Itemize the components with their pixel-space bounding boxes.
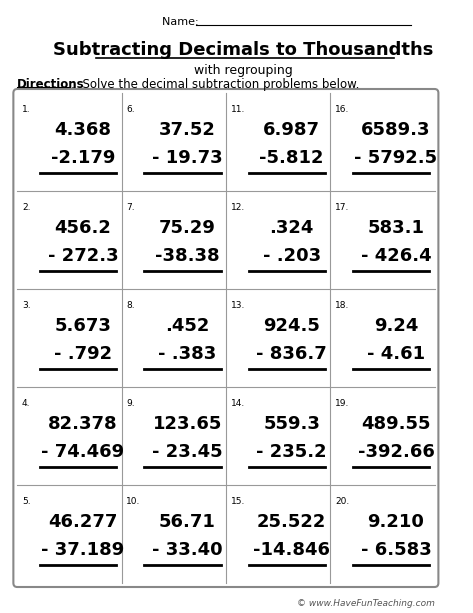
Text: 6589.3: 6589.3 (361, 121, 431, 139)
Text: -38.38: -38.38 (155, 247, 219, 265)
Text: - 426.4: - 426.4 (360, 247, 431, 265)
Text: 5.673: 5.673 (54, 317, 111, 335)
Text: 1.: 1. (22, 105, 31, 114)
Text: 16.: 16. (335, 105, 350, 114)
Text: -14.846: -14.846 (253, 541, 330, 559)
Text: 18.: 18. (335, 301, 350, 310)
Text: 19.: 19. (335, 399, 350, 408)
Text: 15.: 15. (231, 497, 245, 506)
Text: - .792: - .792 (54, 345, 112, 363)
Text: 46.277: 46.277 (48, 513, 118, 531)
FancyBboxPatch shape (13, 89, 438, 587)
Text: 17.: 17. (335, 203, 350, 212)
Text: - 6.583: - 6.583 (360, 541, 431, 559)
Text: -5.812: -5.812 (259, 149, 324, 167)
Text: - 37.189: - 37.189 (41, 541, 124, 559)
Text: - .203: - .203 (263, 247, 321, 265)
Text: -392.66: -392.66 (358, 443, 434, 461)
Text: © www.HaveFunTeaching.com: © www.HaveFunTeaching.com (297, 598, 435, 607)
Text: - 836.7: - 836.7 (256, 345, 327, 363)
Text: 20.: 20. (335, 497, 349, 506)
Text: - 4.61: - 4.61 (367, 345, 425, 363)
Text: 123.65: 123.65 (153, 415, 222, 433)
Text: 456.2: 456.2 (54, 219, 111, 237)
Text: - 235.2: - 235.2 (256, 443, 327, 461)
Text: - 272.3: - 272.3 (48, 247, 118, 265)
Text: 9.24: 9.24 (374, 317, 418, 335)
Text: 13.: 13. (231, 301, 245, 310)
Text: Directions: Directions (17, 77, 85, 91)
Text: 7.: 7. (126, 203, 135, 212)
Text: 11.: 11. (231, 105, 245, 114)
Text: - 19.73: - 19.73 (152, 149, 223, 167)
Text: 4.: 4. (22, 399, 30, 408)
Text: with regrouping: with regrouping (194, 64, 293, 77)
Text: - .383: - .383 (158, 345, 217, 363)
Text: 559.3: 559.3 (263, 415, 320, 433)
Text: 924.5: 924.5 (263, 317, 320, 335)
Text: 9.210: 9.210 (368, 513, 424, 531)
Text: 6.: 6. (126, 105, 135, 114)
Text: 10.: 10. (126, 497, 140, 506)
Text: -2.179: -2.179 (51, 149, 115, 167)
Text: 75.29: 75.29 (159, 219, 216, 237)
Text: - 33.40: - 33.40 (152, 541, 223, 559)
Text: 56.71: 56.71 (159, 513, 216, 531)
Text: 2.: 2. (22, 203, 30, 212)
Text: 8.: 8. (126, 301, 135, 310)
Text: 6.987: 6.987 (263, 121, 320, 139)
Text: 5.: 5. (22, 497, 31, 506)
Text: 14.: 14. (231, 399, 245, 408)
Text: .324: .324 (270, 219, 314, 237)
Text: 82.378: 82.378 (48, 415, 118, 433)
Text: .452: .452 (165, 317, 210, 335)
Text: Name:: Name: (162, 17, 202, 27)
Text: - 74.469: - 74.469 (41, 443, 124, 461)
Text: 37.52: 37.52 (159, 121, 216, 139)
Text: 4.368: 4.368 (54, 121, 112, 139)
Text: 3.: 3. (22, 301, 31, 310)
Text: Subtracting Decimals to Thousandths: Subtracting Decimals to Thousandths (53, 41, 434, 59)
Text: 25.522: 25.522 (257, 513, 326, 531)
Text: :  Solve the decimal subtraction problems below.: : Solve the decimal subtraction problems… (70, 77, 359, 91)
Text: - 5792.5: - 5792.5 (354, 149, 438, 167)
Text: 9.: 9. (126, 399, 135, 408)
Text: - 23.45: - 23.45 (152, 443, 223, 461)
Text: 583.1: 583.1 (368, 219, 424, 237)
Text: 12.: 12. (231, 203, 245, 212)
Text: 489.55: 489.55 (361, 415, 431, 433)
